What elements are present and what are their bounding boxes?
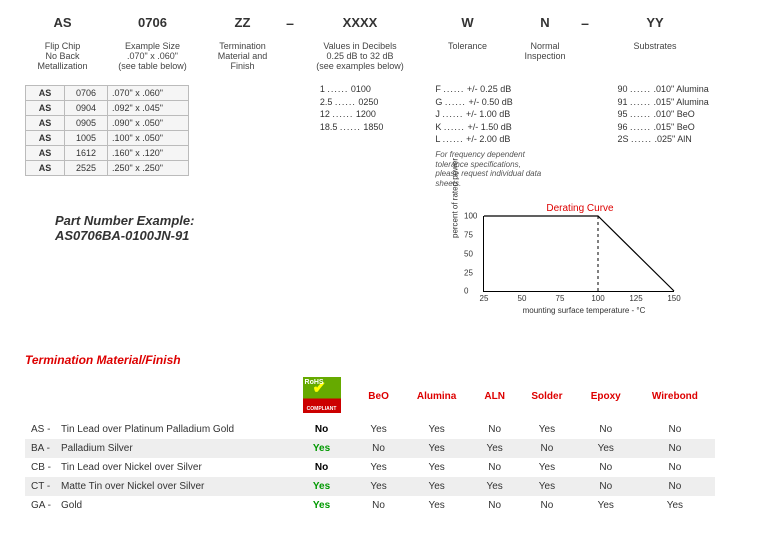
termination-heading: Termination Material/Finish [25, 353, 733, 367]
term-col-0 [25, 373, 287, 420]
term-col-6: Epoxy [577, 373, 635, 420]
chart-title: Derating Curve [475, 203, 685, 214]
term-col-3: Alumina [401, 373, 472, 420]
tol-row: J ...... +/- 1.00 dB [435, 108, 530, 121]
term-col-1: RoHSCOMPLIANT [287, 373, 356, 420]
db-examples: 1 ...... 01002.5 ...... 025012 ...... 12… [290, 79, 436, 188]
sub-zz: Termination Material and Finish [205, 41, 280, 71]
termination-table: RoHSCOMPLIANT BeOAluminaALNSolderEpoxyWir… [25, 373, 715, 515]
size-row: AS1612.160" x .120" [26, 146, 189, 161]
hdr-yy: YY [595, 15, 715, 31]
subheader-row: Flip Chip No Back Metallization Example … [25, 41, 733, 71]
hdr-xxxx: XXXX [300, 15, 420, 31]
size-row: AS2525.250" x .250" [26, 161, 189, 176]
hdr-w: W [420, 15, 515, 31]
db-row: 18.5 ...... 1850 [320, 121, 436, 134]
term-row: BA -Palladium SilverYesNoYesYesNoYesNo [25, 439, 715, 458]
db-row: 2.5 ...... 0250 [320, 96, 436, 109]
size-row: AS0706.070" x .060" [26, 86, 189, 101]
size-row: AS0905.090" x .050" [26, 116, 189, 131]
chart-xlabel: mounting surface temperature - °C [483, 306, 685, 315]
substrate-row: 91 ...... .015" Alumina [617, 96, 733, 109]
hdr-as: AS [25, 15, 100, 31]
term-col-5: Solder [517, 373, 577, 420]
sub-n: Normal Inspection [515, 41, 575, 71]
term-row: AS -Tin Lead over Platinum Palladium Gol… [25, 420, 715, 439]
term-row: CT -Matte Tin over Nickel over SilverYes… [25, 477, 715, 496]
tol-row: G ...... +/- 0.50 dB [435, 96, 530, 109]
substrate-row: 90 ...... .010" Alumina [617, 83, 733, 96]
db-row: 12 ...... 1200 [320, 108, 436, 121]
hdr-size: 0706 [100, 15, 205, 31]
rohs-icon: RoHSCOMPLIANT [303, 377, 341, 413]
term-col-7: Wirebond [635, 373, 715, 420]
db-row: 1 ...... 0100 [320, 83, 436, 96]
tol-row: K ...... +/- 1.50 dB [435, 121, 530, 134]
size-table: AS0706.070" x .060"AS0904.092" x .045"AS… [25, 85, 189, 176]
hdr-zz: ZZ [205, 15, 280, 31]
hdr-dash2: – [575, 15, 595, 31]
hdr-n: N [515, 15, 575, 31]
sub-w: Tolerance [420, 41, 515, 71]
substrate-list: 90 ...... .010" Alumina91 ...... .015" A… [607, 79, 733, 188]
chart-plot: 0255075100255075100125150 [483, 216, 674, 292]
size-row: AS0904.092" x .045" [26, 101, 189, 116]
tol-row: F ...... +/- 0.25 dB [435, 83, 530, 96]
substrate-row: 95 ...... .010" BeO [617, 108, 733, 121]
tol-row: L ...... +/- 2.00 dB [435, 133, 530, 146]
sub-xxxx: Values in Decibels 0.25 dB to 32 dB (see… [300, 41, 420, 71]
sub-as: Flip Chip No Back Metallization [25, 41, 100, 71]
term-col-4: ALN [472, 373, 517, 420]
term-col-2: BeO [356, 373, 401, 420]
term-row: GA -GoldYesNoYesNoNoYesYes [25, 496, 715, 515]
term-row: CB -Tin Lead over Nickel over SilverNoYe… [25, 458, 715, 477]
chart-ylabel: percent of rated power [451, 158, 460, 238]
derating-chart: Derating Curve percent of rated power 02… [455, 203, 685, 323]
hdr-dash1: – [280, 15, 300, 31]
sub-yy: Substrates [595, 41, 715, 71]
values-area: AS0706.070" x .060"AS0904.092" x .045"AS… [25, 79, 733, 188]
substrate-row: 2S ...... .025" AlN [617, 133, 733, 146]
substrate-row: 96 ...... .015" BeO [617, 121, 733, 134]
sub-size: Example Size .070" x .060" (see table be… [100, 41, 205, 71]
part-number-header: AS 0706 ZZ – XXXX W N – YY [25, 15, 733, 31]
size-row: AS1005.100" x .050" [26, 131, 189, 146]
